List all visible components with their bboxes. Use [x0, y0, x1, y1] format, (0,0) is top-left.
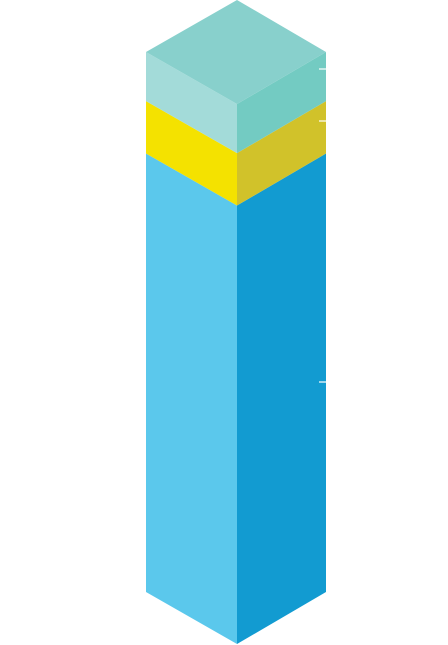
segment-top-front-face: [146, 52, 237, 154]
segment-top-top-face: [146, 0, 326, 104]
segment-main-front-face: [146, 153, 237, 644]
segment-middle-side-face: [237, 101, 326, 206]
segment-middle-front-face: [146, 101, 237, 206]
segment-main-side-face: [237, 153, 326, 644]
segment-top-side-face: [237, 52, 326, 154]
